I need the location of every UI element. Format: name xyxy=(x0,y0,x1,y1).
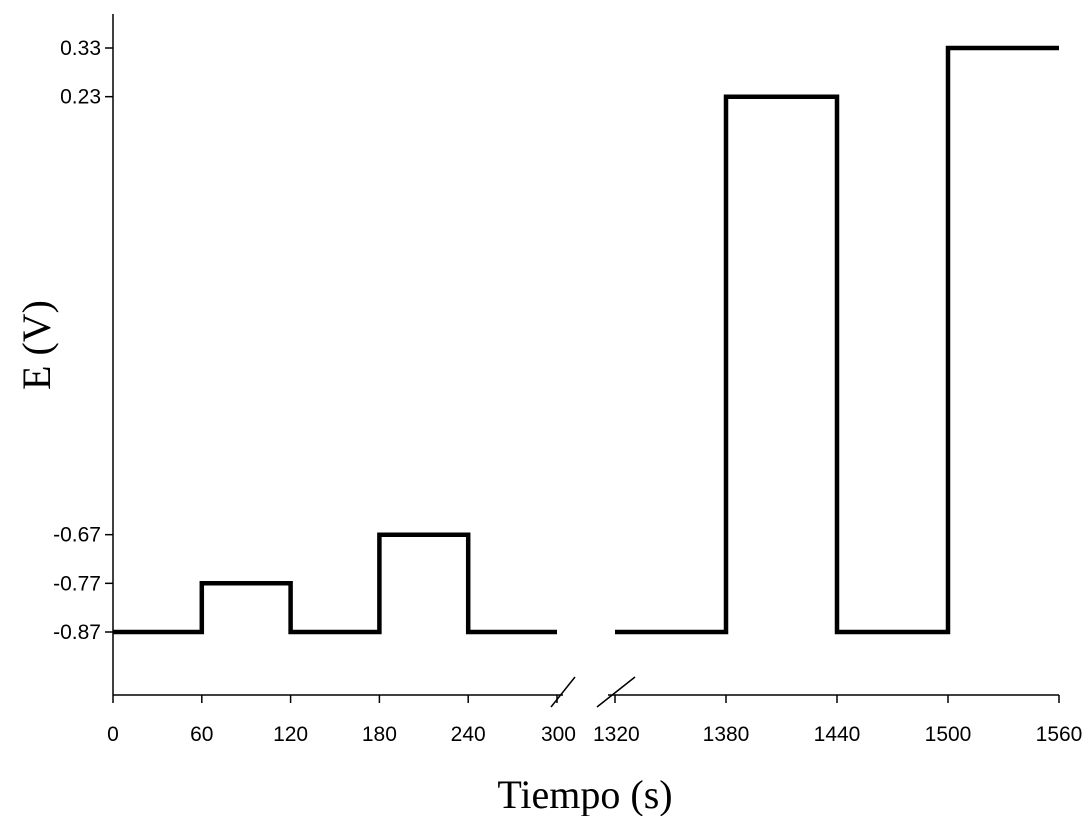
y-axis-title: E (V) xyxy=(14,300,59,390)
x-tick-label: 1560 xyxy=(1036,723,1083,746)
y-tick-label: 0.23 xyxy=(60,86,101,109)
axis-break-mark-right xyxy=(596,676,636,708)
x-tick-label: 240 xyxy=(451,723,486,746)
y-axis: -0.87 -0.77 -0.67 0.23 0.33 xyxy=(53,14,114,695)
x-tick-label: 1380 xyxy=(703,723,750,746)
x-tick-label: 300 xyxy=(541,723,576,746)
x-tick-label: 120 xyxy=(273,723,308,746)
x-tick-label: 1320 xyxy=(593,723,640,746)
axis-break-mark-left xyxy=(550,676,576,708)
series-line-segment xyxy=(615,45,1059,635)
plot-series xyxy=(113,45,1059,635)
x-tick-label: 1440 xyxy=(814,723,861,746)
x-tick-label: 0 xyxy=(107,723,119,746)
x-axis-title: Tiempo (s) xyxy=(497,772,672,816)
y-tick-label: -0.87 xyxy=(53,621,101,644)
y-tick-label: 0.33 xyxy=(60,37,101,60)
series-line-segment xyxy=(113,532,557,635)
x-tick-label: 1500 xyxy=(925,723,972,746)
y-tick-label: -0.67 xyxy=(53,524,101,547)
y-tick-label: -0.77 xyxy=(53,572,101,595)
x-tick-label: 180 xyxy=(362,723,397,746)
x-tick-label: 60 xyxy=(190,723,213,746)
x-axis: 0 60 120 180 240 300 1320 1380 1440 1500 1560 xyxy=(107,676,1083,746)
